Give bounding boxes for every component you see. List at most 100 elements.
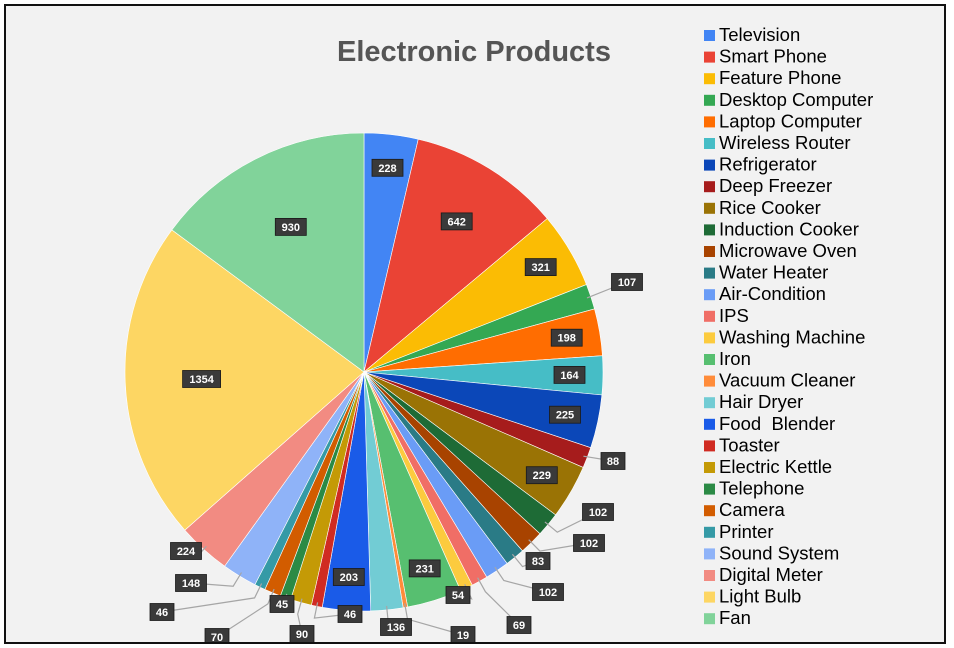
leader-line-printer — [161, 583, 263, 613]
data-label-water-heater: 83 — [532, 556, 544, 568]
legend-swatch-sound-system — [704, 548, 715, 560]
data-label-vacuum-cleaner: 19 — [457, 630, 469, 642]
data-label-box-vacuum-cleaner — [450, 626, 476, 642]
leader-line-microwave-oven — [528, 539, 590, 552]
legend-label-water-heater: Water Heater — [719, 262, 828, 283]
data-label-box-laptop-computer — [550, 328, 583, 347]
data-label-box-microwave-oven — [573, 534, 605, 552]
data-label-air-condition: 102 — [539, 587, 557, 599]
legend-swatch-air-condition — [704, 289, 715, 301]
data-label-box-ips — [506, 616, 532, 634]
data-label-desktop-computer: 107 — [618, 277, 636, 289]
legend-label-light-bulb: Light Bulb — [719, 586, 801, 607]
legend-swatch-desktop-computer — [704, 94, 715, 106]
legend-swatch-food-blender — [704, 418, 715, 430]
legend-label-refrigerator: Refrigerator — [719, 154, 817, 175]
data-label-box-iron — [408, 559, 441, 578]
data-label-feature-phone: 321 — [532, 262, 550, 274]
data-label-box-television — [371, 158, 404, 177]
data-label-box-induction-cooker — [582, 503, 614, 521]
chart-title: Electronic Products — [337, 36, 611, 68]
data-label-box-rice-cooker — [525, 466, 558, 485]
legend-label-camera: Camera — [719, 499, 786, 520]
legend-label-sound-system: Sound System — [719, 542, 839, 563]
data-label-box-deep-freezer — [600, 452, 626, 470]
legend-swatch-induction-cooker — [704, 224, 715, 236]
data-label-box-desktop-computer — [611, 273, 643, 291]
data-label-washing-machine: 54 — [452, 590, 465, 602]
legend-swatch-hair-dryer — [704, 397, 715, 409]
data-label-light-bulb: 1354 — [189, 374, 214, 386]
legend-swatch-vacuum-cleaner — [704, 375, 715, 387]
data-label-laptop-computer: 198 — [558, 333, 576, 345]
legend-label-rice-cooker: Rice Cooker — [719, 197, 821, 218]
data-label-refrigerator: 225 — [556, 410, 574, 422]
legend-swatch-wireless-router — [704, 138, 715, 149]
leader-line-camera — [216, 588, 275, 638]
legend-label-hair-dryer: Hair Dryer — [719, 391, 803, 412]
data-label-box-smart-phone — [440, 212, 473, 231]
legend-swatch-laptop-computer — [704, 116, 715, 128]
legend-label-fan: Fan — [719, 607, 751, 628]
data-label-box-electric-kettle — [289, 625, 315, 642]
legend-swatch-camera — [704, 505, 715, 517]
legend-label-printer: Printer — [719, 521, 774, 542]
data-label-box-refrigerator — [549, 405, 581, 424]
legend-swatch-printer — [704, 526, 715, 538]
legend-label-deep-freezer: Deep Freezer — [719, 175, 832, 196]
legend-label-washing-machine: Washing Machine — [719, 326, 865, 347]
legend-label-electric-kettle: Electric Kettle — [719, 456, 832, 477]
legend-swatch-water-heater — [704, 267, 715, 279]
data-label-digital-meter: 224 — [177, 546, 196, 558]
data-label-telephone: 45 — [276, 599, 288, 611]
legend-swatch-toaster — [704, 440, 715, 452]
legend-swatch-deep-freezer — [704, 181, 715, 193]
legend-swatch-television — [704, 30, 715, 41]
data-label-camera: 70 — [211, 632, 223, 642]
legend-label-iron: Iron — [719, 348, 751, 369]
data-label-microwave-oven: 102 — [580, 538, 598, 550]
chart-frame: Electronic Products 228 642 321 107 198 164 22… — [4, 4, 946, 644]
data-label-hair-dryer: 136 — [387, 622, 405, 634]
data-label-box-feature-phone — [524, 258, 557, 277]
data-label-rice-cooker: 229 — [533, 470, 551, 482]
data-label-box-printer — [149, 603, 175, 621]
legend-label-laptop-computer: Laptop Computer — [719, 110, 862, 131]
legend-swatch-microwave-oven — [704, 246, 715, 257]
slice-fan — [171, 132, 365, 373]
data-label-fan: 930 — [282, 222, 300, 234]
legend-label-wireless-router: Wireless Router — [719, 132, 851, 153]
data-label-printer: 46 — [156, 607, 168, 619]
legend-label-induction-cooker: Induction Cooker — [719, 218, 859, 239]
legend-label-ips: IPS — [719, 305, 749, 326]
data-label-box-telephone — [269, 595, 295, 613]
legend-swatch-electric-kettle — [704, 462, 715, 473]
data-label-wireless-router: 164 — [560, 370, 579, 382]
data-label-box-sound-system — [175, 574, 207, 592]
data-label-box-washing-machine — [445, 586, 471, 604]
legend-swatch-iron — [704, 354, 715, 365]
slice-smart-phone — [363, 138, 548, 373]
data-label-box-camera — [204, 628, 230, 642]
legend-swatch-refrigerator — [704, 159, 715, 171]
pie-slices — [124, 132, 604, 612]
pie-chart: Electronic Products 228 642 321 107 198 164 22… — [124, 24, 873, 642]
legend-swatch-feature-phone — [704, 73, 715, 85]
legend-label-smart-phone: Smart Phone — [719, 46, 827, 67]
data-label-box-water-heater — [525, 552, 551, 570]
legend-swatch-digital-meter — [704, 570, 715, 581]
data-label-smart-phone: 642 — [448, 216, 466, 228]
legend-swatch-telephone — [704, 483, 715, 495]
data-label-television: 228 — [378, 163, 396, 175]
legend-label-feature-phone: Feature Phone — [719, 67, 841, 88]
legend-label-television: Television — [719, 24, 800, 45]
data-labels: 228 642 321 107 198 164 225 88 229 102 102 83 102 69 5… — [149, 158, 643, 642]
data-label-ips: 69 — [513, 620, 525, 632]
data-label-food-blender: 203 — [340, 572, 358, 584]
legend-swatch-rice-cooker — [704, 202, 715, 214]
data-label-deep-freezer: 88 — [607, 456, 619, 468]
data-label-box-hair-dryer — [380, 618, 412, 636]
legend-label-microwave-oven: Microwave Oven — [719, 240, 857, 261]
slice-light-bulb — [124, 229, 365, 531]
